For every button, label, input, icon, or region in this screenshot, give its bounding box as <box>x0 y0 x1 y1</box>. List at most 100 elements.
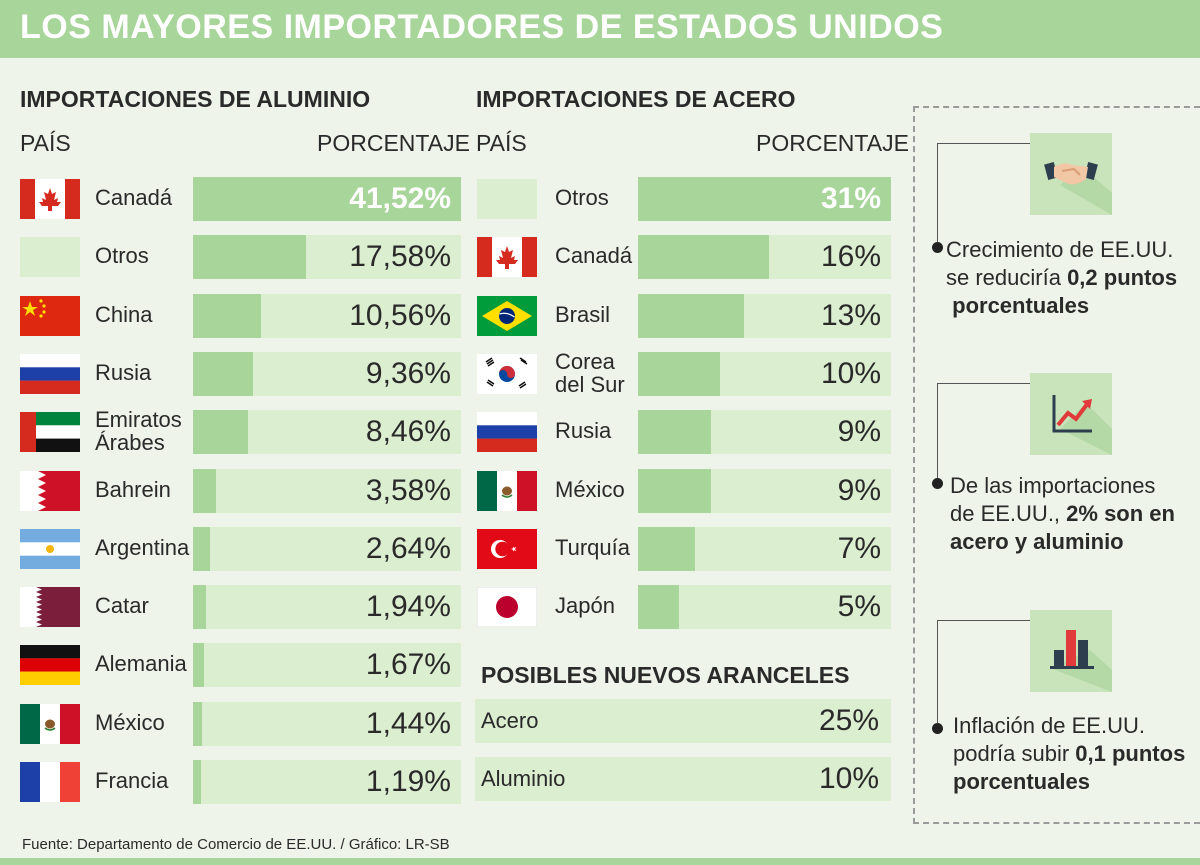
impact-line: podría subir <box>953 741 1076 766</box>
bar <box>193 643 204 688</box>
country-label: Argentina <box>95 534 190 560</box>
bar-track: 1,19% <box>193 760 461 804</box>
bar-track: 31% <box>638 177 891 221</box>
value-label: 2,64% <box>365 531 451 565</box>
impact-line: Inflación de EE.UU. <box>953 713 1145 738</box>
country-label: Corea del Sur <box>555 348 625 397</box>
country-label: Rusia <box>555 418 612 444</box>
value-label: 3,58% <box>365 473 451 507</box>
tariff-row-acero: Acero 25% <box>475 699 891 743</box>
bar-track: 1,44% <box>193 701 461 746</box>
country-label: México <box>555 476 625 502</box>
chart-row: Corea del Sur 10% <box>0 350 891 396</box>
bullet-dot <box>932 242 943 253</box>
chart-row: Rusia 9% <box>0 410 891 455</box>
value-label: 9% <box>837 473 881 507</box>
bar-track: 3,58% <box>193 468 461 513</box>
impact-line-bold: 2% son en <box>1066 501 1175 526</box>
value-label: 17,58% <box>349 240 451 274</box>
bar-track: 1,67% <box>193 643 461 688</box>
bar <box>638 585 679 630</box>
bar <box>638 526 696 571</box>
bullet-dot <box>932 478 943 489</box>
chart-row: México 9% <box>0 468 891 513</box>
value-label: 10% <box>820 356 881 390</box>
value-label: 7% <box>837 531 881 565</box>
bar <box>193 468 217 513</box>
russia-flag <box>20 353 80 394</box>
bar-track: 9% <box>638 410 891 455</box>
bar <box>193 410 248 455</box>
value-label: 1,19% <box>365 765 451 798</box>
value-label: 13% <box>820 298 881 332</box>
country-label: Turquía <box>555 534 631 560</box>
tariff-value: 10% <box>818 762 879 795</box>
country-label: México <box>95 709 165 735</box>
bullet-dot <box>932 723 943 734</box>
impact-line: se reduciría <box>946 265 1068 290</box>
value-label: 1,67% <box>365 648 451 682</box>
bar-track: 2,64% <box>193 526 461 571</box>
tariff-label: Aluminio <box>481 766 566 791</box>
bar <box>193 701 203 746</box>
bar <box>638 293 745 338</box>
bar <box>638 351 720 396</box>
country-label: Bahrein <box>95 476 171 502</box>
germany-flag <box>20 645 80 686</box>
country-label: Francia <box>95 768 169 793</box>
mexico-flag <box>477 470 537 511</box>
source-note: Fuente: Departamento de Comercio de EE.U… <box>22 836 450 853</box>
chart-row: Catar 1,94% <box>0 585 461 630</box>
chart-row: Alemania 1,67% <box>0 643 461 688</box>
chart-row: Emiratos Árabes 8,46% <box>0 408 461 455</box>
bar-track: 41,52% <box>193 177 461 221</box>
value-label: 9,36% <box>365 356 451 390</box>
bar-track: 5% <box>638 585 891 630</box>
tariff-label: Acero <box>481 708 539 733</box>
otros-placeholder <box>477 179 537 219</box>
bar <box>193 585 206 630</box>
bar <box>638 235 769 280</box>
bar-track: 8,46% <box>193 410 461 455</box>
aluminum-section-title: IMPORTACIONES DE ALUMINIO <box>20 86 371 112</box>
connector-line <box>937 143 1030 247</box>
canada-flag <box>20 179 80 219</box>
bar-track: 16% <box>638 235 891 280</box>
bar-track: 17,58% <box>193 235 461 280</box>
chart-row: Turquía 7% <box>0 526 891 571</box>
impact-line-bold: acero y aluminio <box>950 529 1124 554</box>
france-flag <box>20 762 80 802</box>
country-label: Canadá <box>555 243 633 269</box>
bar <box>638 468 712 513</box>
impact-line: de EE.UU., <box>950 501 1067 526</box>
chart-row: Argentina 2,64% <box>0 526 461 571</box>
bar <box>638 410 712 455</box>
impact-text-growth: Crecimiento de EE.UU. se reduciría 0,2 p… <box>946 236 1200 320</box>
country-label: China <box>95 301 153 327</box>
connector-line <box>937 620 1030 728</box>
bar <box>193 526 211 571</box>
page-title: LOS MAYORES IMPORTADORES DE ESTADOS UNID… <box>20 8 944 46</box>
bar-track: 13% <box>638 293 891 338</box>
impact-line: De las importaciones <box>950 473 1156 498</box>
country-label: Brasil <box>555 301 611 327</box>
country-label: Otros <box>95 243 149 269</box>
connector-line <box>937 383 1030 483</box>
steel-value-header: PORCENTAJE <box>756 130 909 156</box>
bar <box>193 760 201 804</box>
tariffs-title: POSIBLES NUEVOS ARANCELES <box>481 662 850 688</box>
impact-line-bold: 0,1 puntos <box>1075 741 1186 766</box>
bar <box>193 177 461 221</box>
impact-sidebar <box>913 106 1200 824</box>
chart-row: Japón 5% <box>0 585 891 630</box>
steel-section-title: IMPORTACIONES DE ACERO <box>476 86 796 112</box>
chart-row: China 10,56% <box>0 293 461 338</box>
country-label: Canadá <box>95 185 173 210</box>
chart-row: Brasil 13% <box>0 293 891 338</box>
argentina-flag <box>20 528 80 569</box>
bar-track: 10% <box>638 351 891 396</box>
country-label: Catar <box>95 593 149 619</box>
brazil-flag <box>477 295 537 336</box>
bar-track: 10,56% <box>193 293 461 338</box>
country-label: Alemania <box>95 651 187 677</box>
